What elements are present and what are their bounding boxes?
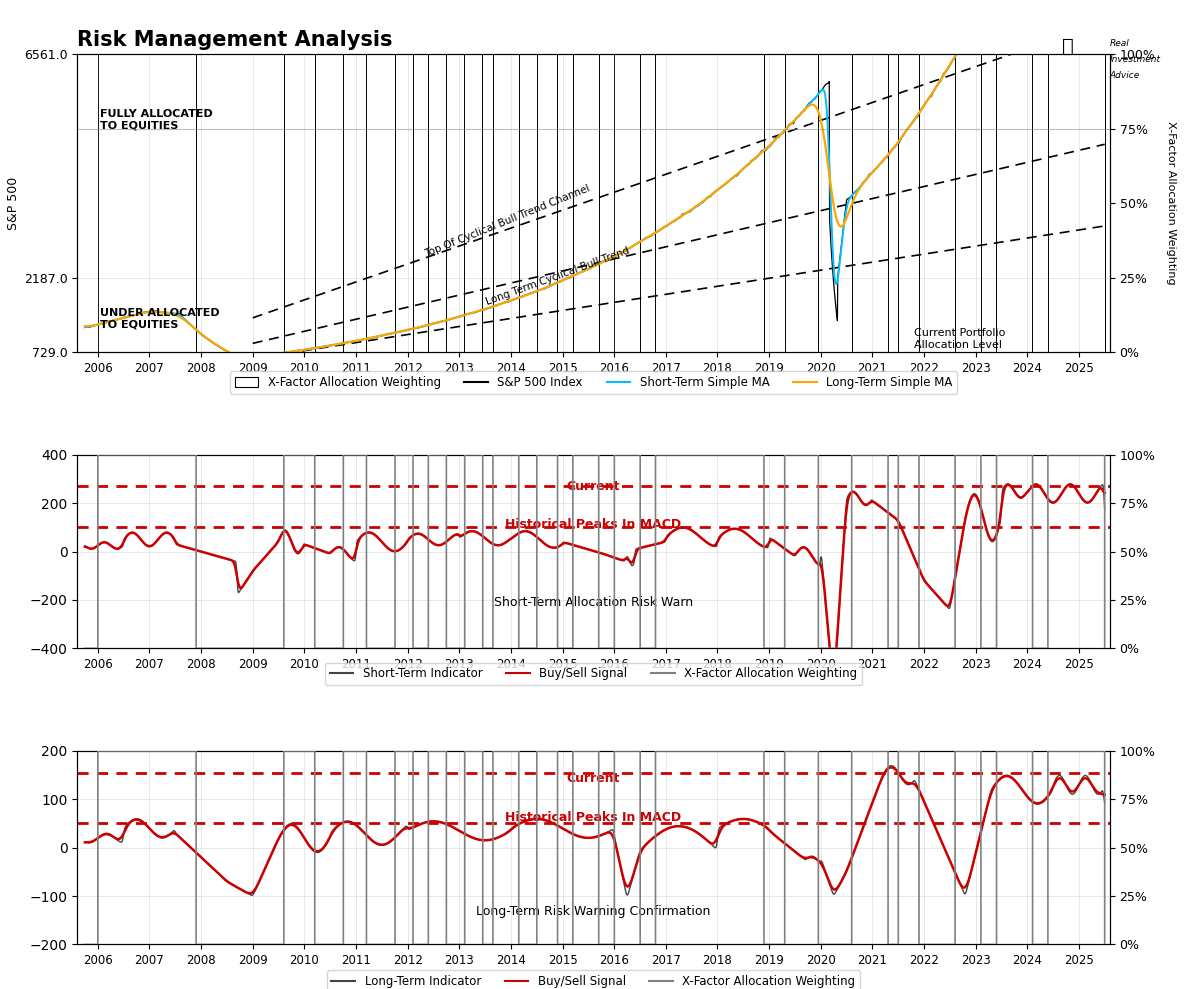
- Bar: [996, 54, 1033, 352]
- Bar: [956, 54, 980, 352]
- Bar: [284, 54, 315, 352]
- Bar: [614, 54, 640, 352]
- Text: Risk Management Analysis: Risk Management Analysis: [77, 30, 393, 50]
- Text: FULLY ALLOCATED
TO EQUITIES: FULLY ALLOCATED TO EQUITIES: [101, 109, 214, 131]
- Text: Advice: Advice: [1110, 71, 1140, 80]
- Bar: [537, 54, 558, 352]
- Bar: [899, 54, 919, 352]
- Text: Historical Peaks In MACD: Historical Peaks In MACD: [506, 811, 681, 824]
- Text: UNDER ALLOCATED
TO EQUITIES: UNDER ALLOCATED TO EQUITIES: [101, 308, 220, 329]
- Text: Current Portfolio
Allocation Level: Current Portfolio Allocation Level: [914, 328, 1005, 350]
- Text: 🦅: 🦅: [1062, 37, 1074, 55]
- Legend: X-Factor Allocation Weighting, S&P 500 Index, Short-Term Simple MA, Long-Term Si: X-Factor Allocation Weighting, S&P 500 I…: [230, 372, 957, 394]
- Bar: [97, 54, 196, 352]
- Y-axis label: X-Factor Allocation Weighting: X-Factor Allocation Weighting: [1167, 122, 1176, 285]
- Legend: Short-Term Indicator, Buy/Sell Signal, X-Factor Allocation Weighting: Short-Term Indicator, Buy/Sell Signal, X…: [325, 663, 862, 685]
- Text: Long Term Cyclical Bull Trend: Long Term Cyclical Bull Trend: [485, 245, 631, 307]
- Bar: [464, 54, 482, 352]
- Bar: [429, 54, 446, 352]
- Legend: Long-Term Indicator, Buy/Sell Signal, X-Factor Allocation Weighting: Long-Term Indicator, Buy/Sell Signal, X-…: [326, 970, 861, 989]
- Bar: [395, 54, 413, 352]
- Text: Historical Peaks In MACD: Historical Peaks In MACD: [506, 518, 681, 531]
- Y-axis label: S&P 500: S&P 500: [6, 177, 19, 229]
- Text: Current: Current: [566, 480, 621, 493]
- Bar: [785, 54, 818, 352]
- Text: Top Of Cyclical Bull Trend Channel: Top Of Cyclical Bull Trend Channel: [423, 183, 591, 258]
- Text: Investment: Investment: [1110, 55, 1161, 64]
- Bar: [343, 54, 367, 352]
- Text: Long-Term Risk Warning Confirmation: Long-Term Risk Warning Confirmation: [476, 906, 711, 919]
- Bar: [852, 54, 888, 352]
- Bar: [655, 54, 764, 352]
- Text: Current: Current: [566, 772, 621, 785]
- Text: Short-Term Allocation Risk Warn: Short-Term Allocation Risk Warn: [494, 595, 693, 608]
- Text: Real: Real: [1110, 39, 1130, 48]
- Bar: [1048, 54, 1105, 352]
- Bar: [493, 54, 519, 352]
- Bar: [573, 54, 598, 352]
